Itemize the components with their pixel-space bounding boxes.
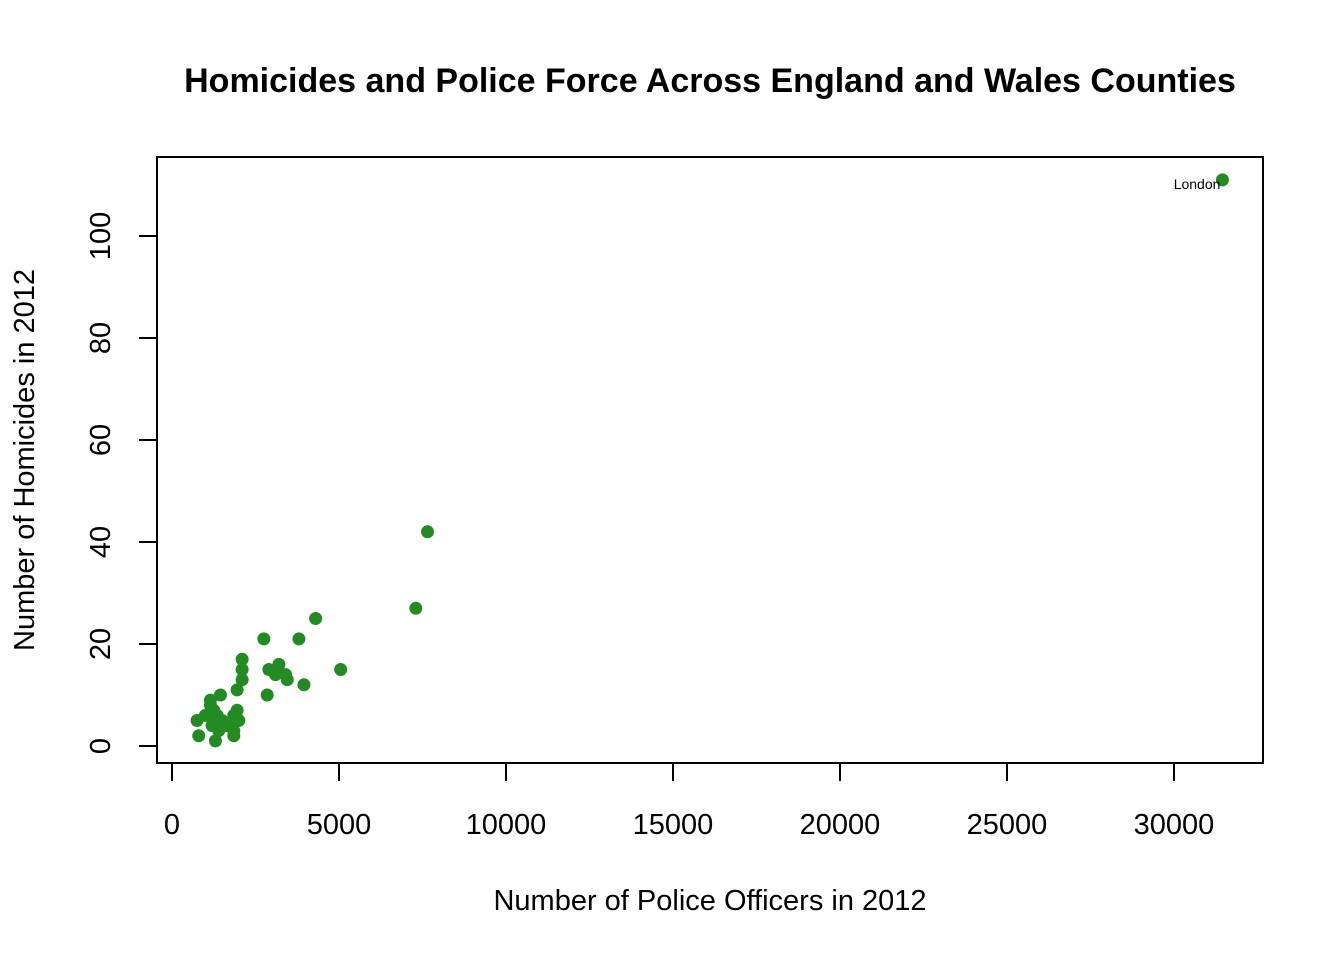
y-axis: 0 20 40 60 80 100 bbox=[85, 212, 158, 754]
y-tick-label: 80 bbox=[85, 322, 117, 354]
y-axis-label: Number of Homicides in 2012 bbox=[9, 269, 41, 651]
x-axis-label: Number of Police Officers in 2012 bbox=[493, 885, 926, 917]
y-tick-label: 20 bbox=[85, 628, 117, 660]
data-point bbox=[235, 663, 249, 676]
data-point bbox=[334, 663, 348, 676]
data-point bbox=[297, 678, 311, 692]
data-point bbox=[421, 525, 435, 539]
x-tick-label: 0 bbox=[164, 809, 180, 841]
data-point bbox=[309, 612, 323, 625]
data-point bbox=[227, 729, 241, 743]
data-point bbox=[190, 714, 204, 727]
data-point bbox=[257, 632, 271, 646]
data-point bbox=[232, 714, 246, 727]
data-point bbox=[213, 688, 227, 702]
y-tick-label: 60 bbox=[85, 424, 117, 456]
x-tick-label: 30000 bbox=[1134, 809, 1215, 841]
data-point bbox=[235, 652, 249, 666]
x-tick-label: 20000 bbox=[800, 809, 881, 841]
plot-frame bbox=[156, 156, 1264, 764]
data-point-label: London bbox=[1174, 176, 1221, 192]
x-tick-label: 10000 bbox=[466, 809, 547, 841]
y-tick-label: 40 bbox=[85, 526, 117, 558]
data-point bbox=[260, 688, 274, 702]
data-point bbox=[269, 668, 283, 682]
data-point bbox=[280, 673, 294, 687]
data-point bbox=[409, 601, 423, 615]
x-tick-label: 25000 bbox=[967, 809, 1048, 841]
x-tick-label: 5000 bbox=[307, 809, 372, 841]
x-tick-label: 15000 bbox=[633, 809, 714, 841]
y-tick-label: 100 bbox=[85, 212, 117, 260]
y-tick-label: 0 bbox=[85, 738, 117, 754]
data-point bbox=[235, 673, 249, 687]
x-axis: 0 5000 10000 15000 20000 25000 30000 bbox=[164, 762, 1215, 841]
data-point bbox=[292, 632, 306, 646]
data-points bbox=[190, 173, 1229, 748]
point-labels: London bbox=[1174, 176, 1221, 192]
data-point bbox=[192, 729, 206, 743]
chart-title: Homicides and Police Force Across Englan… bbox=[184, 62, 1236, 100]
data-point bbox=[230, 683, 244, 697]
data-point bbox=[208, 734, 222, 748]
data-point bbox=[272, 657, 286, 671]
data-point bbox=[1215, 173, 1229, 187]
data-point bbox=[212, 724, 226, 738]
